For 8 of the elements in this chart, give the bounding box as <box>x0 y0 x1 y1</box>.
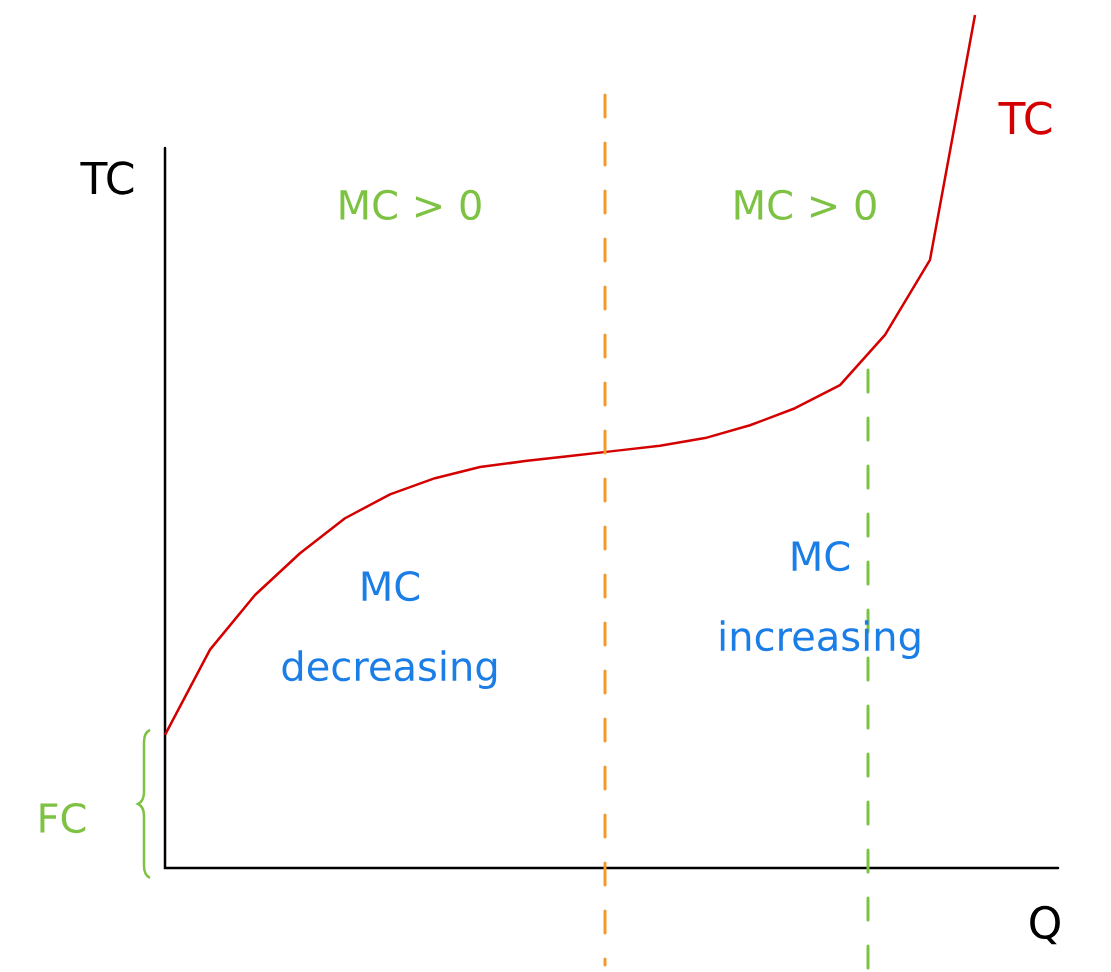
text: FC <box>40 802 86 834</box>
y-axis-title: TC <box>80 161 134 195</box>
annotation: MC > 0 <box>340 189 481 221</box>
text: MC decreasing <box>282 571 497 690</box>
text: MC increasing <box>720 540 920 659</box>
x-axis-title: Q <box>1030 905 1060 945</box>
series-label: TC <box>998 101 1052 135</box>
annotation: MC > 0 <box>735 189 876 221</box>
